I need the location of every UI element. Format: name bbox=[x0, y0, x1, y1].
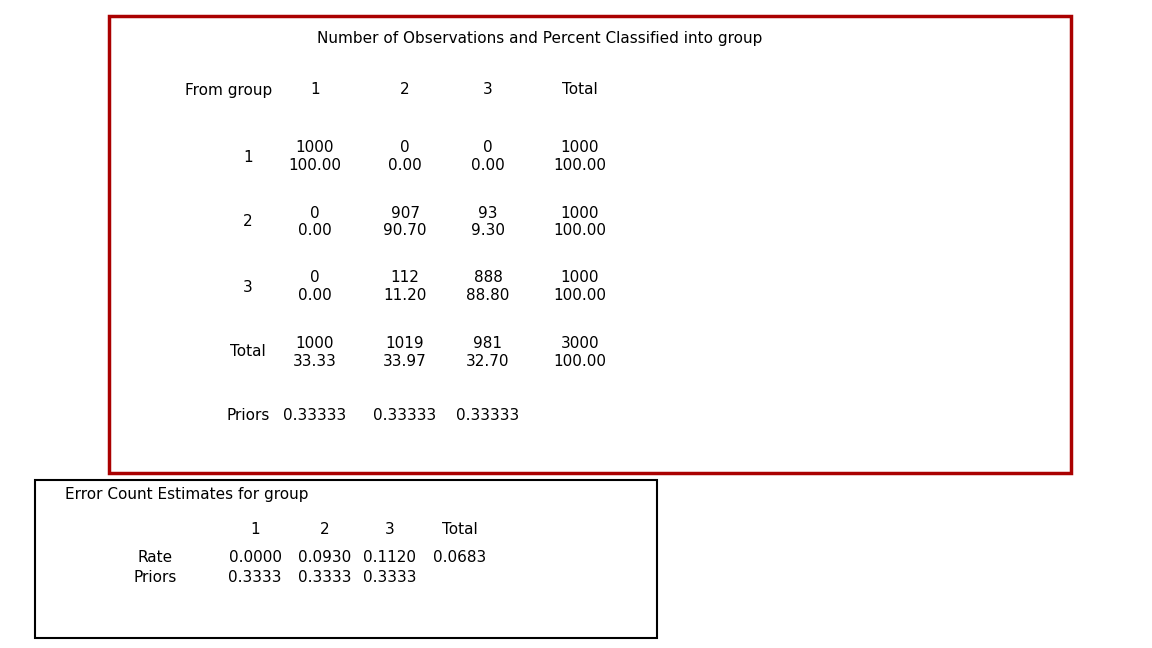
Text: From group: From group bbox=[185, 82, 272, 97]
Text: 112: 112 bbox=[391, 270, 419, 286]
Text: 3: 3 bbox=[483, 82, 493, 97]
Text: 1000: 1000 bbox=[561, 270, 599, 286]
Text: 1: 1 bbox=[250, 522, 260, 537]
Text: 1000: 1000 bbox=[561, 141, 599, 156]
Text: 0: 0 bbox=[483, 141, 493, 156]
Text: 32.70: 32.70 bbox=[467, 354, 509, 369]
Text: 93: 93 bbox=[478, 205, 498, 220]
Text: 88.80: 88.80 bbox=[467, 288, 509, 303]
Text: 2: 2 bbox=[243, 214, 252, 229]
Text: 1000: 1000 bbox=[296, 336, 334, 351]
Text: 1019: 1019 bbox=[386, 336, 424, 351]
Text: Total: Total bbox=[230, 345, 266, 360]
Text: 2: 2 bbox=[400, 82, 410, 97]
Text: 0.00: 0.00 bbox=[388, 159, 422, 174]
Text: 0: 0 bbox=[400, 141, 410, 156]
Text: 90.70: 90.70 bbox=[384, 224, 426, 238]
Bar bbox=[109, 16, 1071, 473]
Text: 100.00: 100.00 bbox=[553, 224, 606, 238]
Text: 3000: 3000 bbox=[561, 336, 599, 351]
Text: 3: 3 bbox=[385, 522, 395, 537]
Text: 0: 0 bbox=[310, 205, 320, 220]
Text: 9.30: 9.30 bbox=[471, 224, 505, 238]
Text: 0.0000: 0.0000 bbox=[228, 551, 281, 566]
Text: 0.1120: 0.1120 bbox=[364, 551, 417, 566]
Text: 0.3333: 0.3333 bbox=[363, 570, 417, 586]
Text: 0.33333: 0.33333 bbox=[373, 408, 437, 422]
Text: 0.00: 0.00 bbox=[471, 159, 505, 174]
Text: 1: 1 bbox=[310, 82, 320, 97]
Text: 33.33: 33.33 bbox=[293, 354, 336, 369]
Text: 100.00: 100.00 bbox=[553, 159, 606, 174]
Text: Total: Total bbox=[562, 82, 598, 97]
Text: 0.0930: 0.0930 bbox=[298, 551, 351, 566]
Text: 0: 0 bbox=[310, 270, 320, 286]
Text: 0.00: 0.00 bbox=[298, 288, 332, 303]
Text: 981: 981 bbox=[473, 336, 502, 351]
Text: Error Count Estimates for group: Error Count Estimates for group bbox=[65, 487, 309, 502]
Text: 0.3333: 0.3333 bbox=[228, 570, 282, 586]
Text: 0.33333: 0.33333 bbox=[283, 408, 347, 422]
Text: 100.00: 100.00 bbox=[553, 288, 606, 303]
Text: 2: 2 bbox=[320, 522, 329, 537]
Bar bbox=[35, 480, 657, 638]
Text: Rate: Rate bbox=[137, 551, 173, 566]
Text: Total: Total bbox=[442, 522, 478, 537]
Text: 11.20: 11.20 bbox=[384, 288, 426, 303]
Text: Priors: Priors bbox=[226, 408, 270, 422]
Text: 907: 907 bbox=[391, 205, 419, 220]
Text: Number of Observations and Percent Classified into group: Number of Observations and Percent Class… bbox=[317, 30, 763, 45]
Text: 0.33333: 0.33333 bbox=[456, 408, 520, 422]
Text: 888: 888 bbox=[473, 270, 502, 286]
Text: 1000: 1000 bbox=[296, 141, 334, 156]
Text: 1000: 1000 bbox=[561, 205, 599, 220]
Text: 0.0683: 0.0683 bbox=[433, 551, 486, 566]
Text: 100.00: 100.00 bbox=[553, 354, 606, 369]
Text: 33.97: 33.97 bbox=[384, 354, 427, 369]
Text: 0.00: 0.00 bbox=[298, 224, 332, 238]
Text: 0.3333: 0.3333 bbox=[298, 570, 351, 586]
Text: 1: 1 bbox=[243, 150, 252, 165]
Text: Priors: Priors bbox=[134, 570, 176, 586]
Text: 100.00: 100.00 bbox=[288, 159, 341, 174]
Text: 3: 3 bbox=[243, 279, 253, 294]
